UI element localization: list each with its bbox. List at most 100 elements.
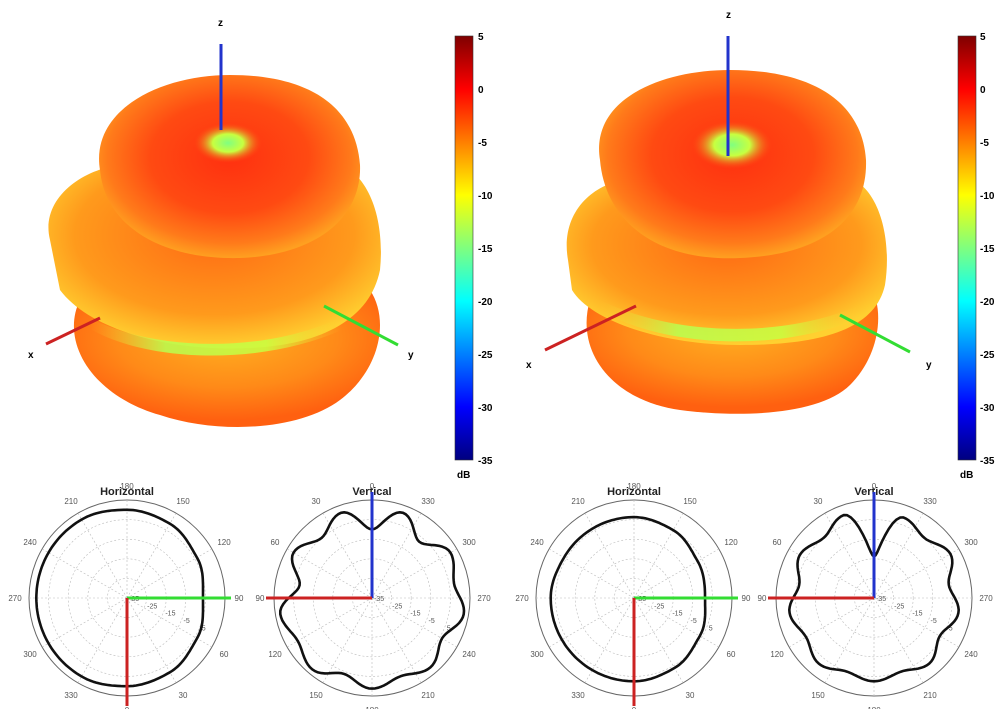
polar-angle-label: 300 [462, 538, 476, 547]
polar-angle-label: 30 [814, 497, 823, 506]
polar-angle-label: 240 [462, 650, 476, 659]
polar-angle-label: 150 [683, 497, 697, 506]
x-axis-line [45, 316, 101, 346]
polar-angle-label: 60 [773, 538, 782, 547]
polar-angle-label: 210 [923, 691, 937, 700]
polar-grid-spoke [788, 597, 875, 648]
polar-angle-label: 30 [312, 497, 321, 506]
polar-angle-label: 270 [979, 594, 993, 603]
polar-angle-label: 120 [724, 538, 738, 547]
colorbar-tick-label: -30 [478, 403, 493, 414]
polar-angle-label: 60 [271, 538, 280, 547]
polar-radial-label: -5 [184, 618, 190, 625]
colorbar-tick-group: 5 0 -5 -10 -15 -20 -25 -30 -35 [478, 32, 493, 467]
polar-grid-spoke [371, 597, 458, 648]
polar-angle-label: 90 [235, 594, 244, 603]
polar-angle-label: 120 [770, 650, 784, 659]
polar-pattern-curve [279, 510, 466, 690]
polar-grid-spoke [77, 597, 128, 684]
surface-plot-1: z x y [28, 18, 414, 427]
polar-radial-label: -25 [894, 603, 904, 610]
polar-angle-label: 90 [742, 594, 751, 603]
polar-grid-spoke [77, 512, 128, 599]
polar-angle-label: 90 [256, 594, 265, 603]
colorbar-2: 5 0 -5 -10 -15 -20 -25 -30 -35 dB [957, 32, 995, 481]
polar-angle-label: 180 [365, 706, 379, 709]
polar-angle-label: 90 [758, 594, 767, 603]
polar-angle-label: 300 [530, 650, 544, 659]
polar-grid-spoke [584, 597, 635, 684]
polar-angle-label: 120 [217, 538, 231, 547]
polar-radial-label: -15 [672, 611, 682, 618]
colorbar-unit: dB [960, 470, 973, 481]
polar-radial-label: -25 [654, 603, 664, 610]
colorbar-tick-label: 0 [980, 85, 986, 96]
polar-angle-label: 150 [176, 497, 190, 506]
polar-radial-label: -15 [410, 611, 420, 618]
polar-angle-label: 210 [571, 497, 585, 506]
polar-angle-label: 0 [125, 706, 130, 709]
polar-radial-label: -25 [392, 603, 402, 610]
polar-angle-label: 240 [964, 650, 978, 659]
polar-angle-label: 300 [964, 538, 978, 547]
polar-radial-label: -35 [876, 596, 886, 603]
polar-angle-label: 270 [477, 594, 491, 603]
colorbar-tick-label: -20 [980, 297, 995, 308]
colorbar-tick-label: -10 [980, 191, 995, 202]
y-axis-label: y [408, 350, 414, 361]
polar-angle-label: 30 [686, 691, 695, 700]
polar-grid-spoke [322, 597, 373, 684]
polar-angle-label: 240 [23, 538, 37, 547]
polar-radial-label: -5 [429, 618, 435, 625]
colorbar-scale [957, 35, 977, 461]
x-axis-label: x [28, 350, 34, 361]
polar-angle-label: 0 [872, 482, 877, 491]
y-axis-label: y [926, 360, 932, 371]
polar-angle-label: 270 [515, 594, 529, 603]
polar-radial-label: -35 [374, 596, 384, 603]
pattern-green-band [90, 318, 342, 356]
polar-angle-label: 330 [571, 691, 585, 700]
polar-grid-spoke [873, 597, 960, 648]
polar-radial-label: 5 [949, 625, 953, 632]
colorbar-tick-label: -5 [478, 138, 487, 149]
polar-radial-label: -15 [165, 611, 175, 618]
polar-angle-label: 210 [421, 691, 435, 700]
polar-angle-label: 150 [309, 691, 323, 700]
pattern-green-band [600, 300, 860, 342]
y-axis-line [323, 304, 399, 347]
polar-angle-label: 210 [64, 497, 78, 506]
polar-grid-spoke [633, 597, 720, 648]
polar-angle-label: 120 [268, 650, 282, 659]
surface-plot-2: z x y [526, 10, 932, 414]
polar-angle-label: 270 [8, 594, 22, 603]
polar-angle-label: 330 [421, 497, 435, 506]
polar-radial-label: -15 [912, 611, 922, 618]
colorbar-tick-label: -15 [980, 244, 995, 255]
colorbar-tick-label: -20 [478, 297, 493, 308]
polar-grid-spoke [824, 512, 875, 599]
pattern-top-lobe [99, 75, 361, 259]
colorbar-tick-label: -25 [980, 350, 995, 361]
colorbar-tick-group: 5 0 -5 -10 -15 -20 -25 -30 -35 [980, 32, 995, 467]
x-axis-line [544, 304, 637, 352]
pattern-top-dimple [194, 123, 262, 163]
polar-angle-label: 300 [23, 650, 37, 659]
polar-grid-spoke [584, 512, 635, 599]
colorbar-tick-label: -35 [478, 456, 493, 467]
polar-plot-horizontal-1: Horizontal180150120906030033030027024021… [8, 482, 244, 709]
polar-grid-spoke [126, 597, 177, 684]
polar-radial-label: -5 [931, 618, 937, 625]
colorbar-tick-label: 5 [478, 32, 484, 43]
polar-pattern-curve [788, 513, 960, 683]
polar-angle-label: 60 [220, 650, 229, 659]
polar-radial-label: 5 [202, 625, 206, 632]
polar-angle-label: 180 [627, 482, 641, 491]
polar-grid-spoke [41, 548, 128, 599]
polar-radial-label: -25 [147, 603, 157, 610]
polar-grid-spoke [322, 512, 373, 599]
pattern-top-dimple [692, 121, 772, 169]
polar-angle-label: 60 [727, 650, 736, 659]
polar-plot-vertical-1: Vertical0330300270240210180150120906030-… [256, 482, 492, 709]
